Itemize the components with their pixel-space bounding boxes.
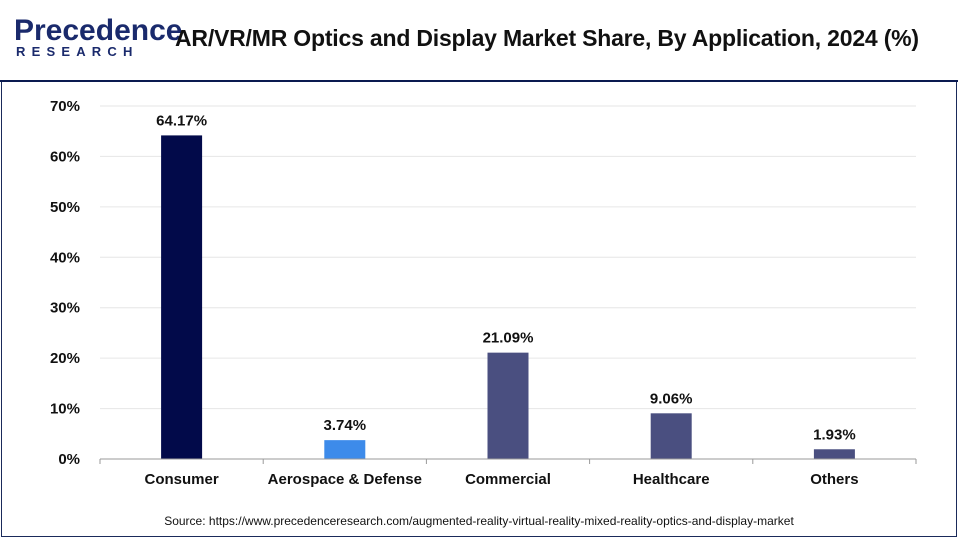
data-label: 21.09% [483,330,534,347]
bar-aerospace-defense [324,440,366,459]
x-tick-label: Healthcare [633,471,710,488]
brand-name: Precedence [14,14,183,47]
brand-logo: Precedence RESEARCH [14,14,182,66]
x-tick-label: Aerospace & Defense [268,471,422,488]
chart-title: AR/VR/MR Optics and Display Market Share… [175,25,919,51]
bar-commercial [487,352,529,459]
header: Precedence RESEARCH AR/VR/MR Optics and … [0,0,958,80]
bars [161,135,855,460]
y-tick-label: 10% [50,401,80,418]
header-divider [0,80,958,82]
bar-others [813,449,855,459]
data-label: 9.06% [650,390,693,407]
y-tick-label: 20% [50,350,80,367]
y-axis-ticks: 0% 10% 20% 30% 40% 50% 60% 70% [50,98,80,468]
x-tick-label: Others [810,471,858,488]
x-tick-label: Commercial [465,471,551,488]
y-tick-label: 0% [58,451,80,468]
bar-consumer [161,135,203,460]
brand-subtitle: RESEARCH [16,44,139,59]
data-label: 3.74% [324,417,367,434]
x-tick-label: Consumer [145,471,219,488]
data-label: 1.93% [813,426,856,443]
source-note: Source: https://www.precedenceresearch.c… [164,514,794,528]
y-tick-label: 70% [50,98,80,115]
data-label: 64.17% [156,112,207,129]
y-tick-label: 50% [50,199,80,216]
y-tick-label: 30% [50,300,80,317]
x-axis-ticks: Consumer Aerospace & Defense Commercial Hea… [99,459,917,488]
bar-chart: 0% 10% 20% 30% 40% 50% 60% 70% 64.17% 3.74% 21.09… [50,98,917,488]
y-tick-label: 60% [50,148,80,165]
y-tick-label: 40% [50,249,80,266]
data-labels: 64.17% 3.74% 21.09% 9.06% 1.93% [156,112,856,443]
bar-healthcare [650,413,692,459]
